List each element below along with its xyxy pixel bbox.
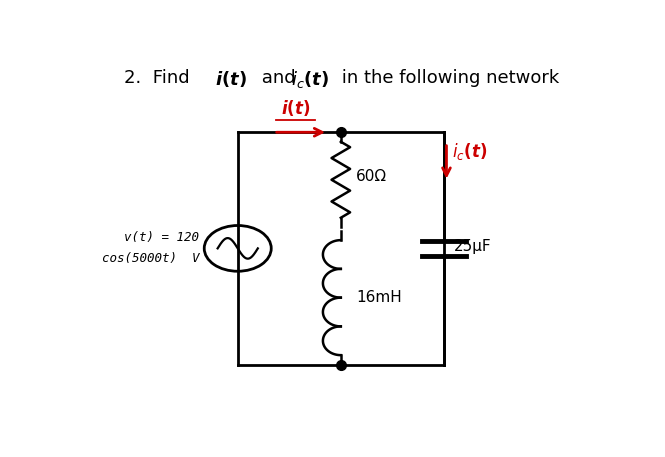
Text: $\boldsymbol{i(t)}$: $\boldsymbol{i(t)}$ xyxy=(281,98,311,117)
Text: in the following network: in the following network xyxy=(336,69,559,87)
Text: $\boldsymbol{i_c(t)}$: $\boldsymbol{i_c(t)}$ xyxy=(291,69,329,90)
Text: $\boldsymbol{i(t)}$: $\boldsymbol{i(t)}$ xyxy=(215,69,246,89)
Text: 25μF: 25μF xyxy=(454,239,492,254)
Text: 60Ω: 60Ω xyxy=(356,169,388,184)
Text: cos(5000t)  V: cos(5000t) V xyxy=(102,252,199,266)
Text: v(t) = 120: v(t) = 120 xyxy=(124,231,199,244)
Text: $\boldsymbol{i_c(t)}$: $\boldsymbol{i_c(t)}$ xyxy=(452,141,487,162)
Text: 2.  Find: 2. Find xyxy=(124,69,196,87)
Text: and: and xyxy=(256,69,301,87)
Text: 16mH: 16mH xyxy=(356,290,402,305)
